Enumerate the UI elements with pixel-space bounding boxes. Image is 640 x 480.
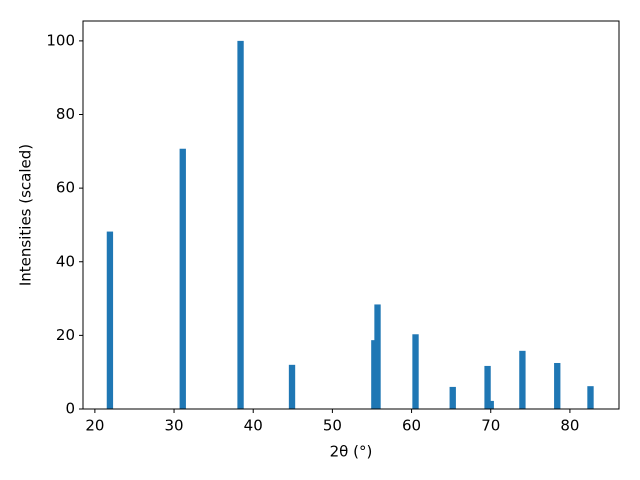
- x-tick-label: 40: [244, 417, 263, 435]
- y-tick-label: 0: [65, 400, 75, 418]
- bar: [554, 362, 561, 409]
- bar: [179, 148, 186, 409]
- x-tick-label: 80: [560, 417, 579, 435]
- x-axis-label: 2θ (°): [330, 443, 373, 461]
- x-tick-label: 30: [165, 417, 184, 435]
- y-tick-label: 60: [56, 179, 75, 197]
- bar: [288, 364, 296, 409]
- bar: [519, 350, 526, 409]
- bar: [371, 340, 378, 409]
- x-tick-label: 60: [402, 417, 421, 435]
- bar: [237, 40, 244, 409]
- bar: [587, 386, 594, 409]
- y-tick-label: 80: [56, 105, 75, 123]
- y-axis-label: Intensities (scaled): [17, 144, 35, 286]
- x-tick-label: 20: [85, 417, 104, 435]
- bar: [106, 231, 114, 409]
- bar: [374, 304, 381, 409]
- bar: [412, 334, 419, 409]
- y-tick-label: 20: [56, 326, 75, 344]
- x-tick-label: 50: [323, 417, 342, 435]
- bar: [484, 365, 491, 409]
- plot-frame: [82, 20, 620, 410]
- bar: [449, 386, 456, 409]
- y-tick-label: 100: [46, 31, 75, 49]
- x-tick-label: 70: [481, 417, 500, 435]
- y-tick-label: 40: [56, 252, 75, 270]
- bar: [487, 400, 494, 409]
